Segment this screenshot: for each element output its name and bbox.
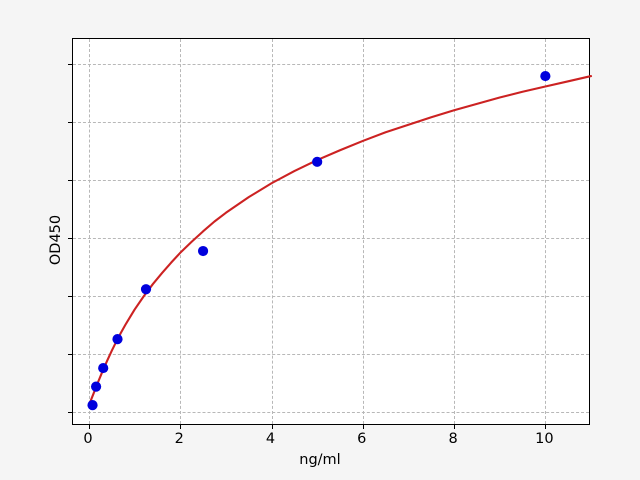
y-axis-label: OD450 [48, 214, 64, 266]
gridline-horizontal [73, 122, 589, 124]
x-tick-label: 6 [357, 431, 367, 447]
x-axis-tick [271, 424, 273, 429]
gridline-vertical [454, 39, 456, 424]
x-axis-label: ng/ml [299, 452, 341, 468]
data-point [140, 284, 152, 295]
gridline-horizontal [73, 296, 589, 298]
y-axis-tick [68, 296, 73, 298]
data-point [112, 334, 123, 345]
gridline-vertical [545, 39, 547, 424]
x-tick-label: 4 [265, 431, 276, 447]
y-axis-tick [68, 180, 73, 182]
y-axis-tick [68, 64, 73, 66]
x-tick-label: 8 [448, 431, 458, 447]
y-axis-tick [68, 122, 73, 124]
x-axis-tick [88, 424, 90, 429]
x-tick-label: 2 [174, 431, 184, 447]
gridline-horizontal [73, 180, 589, 182]
data-point [540, 70, 551, 82]
data-point [87, 400, 98, 411]
x-tick-label: 0 [83, 431, 93, 447]
x-axis-tick [545, 424, 547, 429]
x-tick-label: 10 [535, 431, 554, 447]
gridline-horizontal [73, 354, 589, 356]
gridline-vertical [271, 39, 273, 424]
y-axis-tick [68, 354, 73, 356]
data-point [312, 156, 323, 167]
y-axis-tick [68, 412, 73, 414]
gridline-horizontal [73, 238, 589, 240]
gridline-vertical [362, 39, 364, 424]
x-axis-tick [454, 424, 456, 429]
plot-area [68, 38, 593, 429]
data-point [90, 381, 102, 392]
gridline-horizontal [73, 64, 589, 66]
x-axis-tick [180, 424, 182, 429]
data-point [197, 245, 209, 257]
x-axis-tick [362, 424, 364, 429]
data-point [98, 362, 109, 374]
gridline-vertical [88, 39, 90, 424]
data-points-layer [87, 70, 551, 411]
gridline-vertical [180, 39, 182, 424]
gridline-horizontal [73, 412, 589, 414]
y-axis-tick [68, 238, 73, 240]
